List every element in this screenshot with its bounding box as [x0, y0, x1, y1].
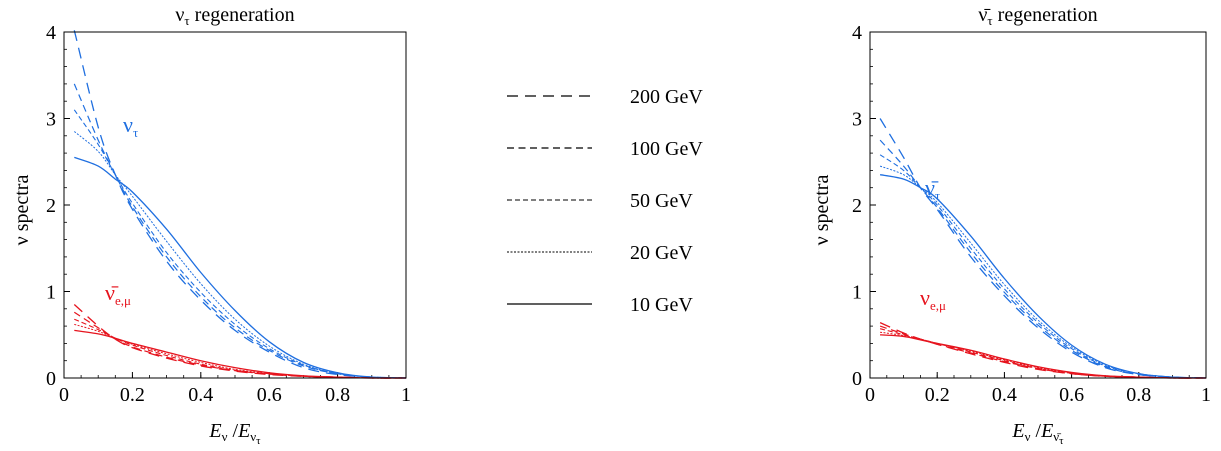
chart-left: ντ regeneration ν spectra Eν /Eντ 0 0.2 0.…: [11, 4, 411, 447]
left-plot-frame: [63, 31, 407, 379]
right-x-tick-label: 0.6: [1059, 384, 1084, 406]
left-x-tick-label: 0.8: [325, 384, 350, 406]
left-ticks: 0 0.2 0.4 0.6 0.8 1 0 1 2 3 4: [46, 22, 411, 406]
legend-label: 20 GeV: [630, 242, 693, 264]
right-y-axis-label: ν spectra: [811, 175, 833, 246]
right-y-tick-label: 1: [852, 282, 862, 304]
legend-label: 10 GeV: [630, 294, 693, 316]
left-curve-nue-10gev: [74, 329, 407, 379]
right-curve-nue-20gev: [880, 331, 1207, 379]
legend-label: 50 GeV: [630, 190, 693, 212]
left-x-axis-label: Eν /Eντ: [208, 420, 261, 447]
right-title: ν̄τ regeneration: [978, 4, 1097, 28]
right-curve-nutau-10gev: [879, 174, 1207, 379]
right-ticks: 0 0.2 0.4 0.6 0.8 1 0 1 2 3 4: [852, 22, 1211, 406]
left-y-tick-label: 2: [46, 195, 56, 217]
left-x-tick-label: 0: [59, 384, 69, 406]
left-x-tick-label: 0.2: [120, 384, 145, 406]
left-curve-nutau-10gev: [74, 156, 407, 379]
left-x-tick-label: 0.4: [188, 384, 213, 406]
left-curves: [73, 30, 407, 379]
legend-label: 100 GeV: [630, 138, 703, 160]
left-curve-label-nutau: ντ: [123, 112, 138, 140]
chart-right: ν̄τ regeneration ν spectra Eν /Eν̄τ 0 0.2…: [811, 4, 1211, 447]
right-curves: [879, 118, 1207, 379]
right-curve-nue-10gev: [880, 334, 1207, 379]
right-curve-label-nutau: ν̄τ: [925, 175, 940, 203]
right-x-tick-label: 1: [1201, 384, 1211, 406]
right-plot-frame: [869, 31, 1207, 379]
left-x-tick-label: 1: [401, 384, 411, 406]
right-x-tick-label: 0: [865, 384, 875, 406]
right-curve-nutau-20gev: [879, 165, 1207, 379]
right-x-tick-label: 0.2: [925, 384, 950, 406]
legend: 200 GeV 100 GeV 50 GeV 20 GeV 10 GeV: [507, 86, 703, 316]
left-y-tick-label: 3: [46, 109, 56, 131]
legend-label: 200 GeV: [630, 86, 703, 108]
right-y-tick-label: 3: [852, 109, 862, 131]
right-curve-nutau-200gev: [879, 118, 1207, 379]
right-curve-label-nue: νe,μ: [920, 285, 946, 313]
left-curve-nutau-20gev: [73, 131, 407, 379]
right-x-tick-label: 0.8: [1126, 384, 1151, 406]
right-y-tick-label: 0: [852, 368, 862, 390]
left-curve-nutau-200gev: [73, 30, 407, 379]
left-y-tick-label: 0: [46, 368, 56, 390]
right-y-tick-label: 2: [852, 195, 862, 217]
left-y-tick-label: 1: [46, 282, 56, 304]
left-curve-nutau-50gev: [73, 109, 407, 379]
right-y-tick-label: 4: [852, 22, 862, 44]
right-x-tick-label: 0.4: [992, 384, 1017, 406]
left-y-axis-label: ν spectra: [11, 175, 33, 246]
right-x-axis-label: Eν /Eν̄τ: [1011, 420, 1064, 447]
left-curve-label-nue: ν̄e,μ: [105, 280, 131, 308]
left-x-tick-label: 0.6: [257, 384, 282, 406]
left-y-tick-label: 4: [46, 22, 56, 44]
left-title: ντ regeneration: [175, 4, 294, 28]
